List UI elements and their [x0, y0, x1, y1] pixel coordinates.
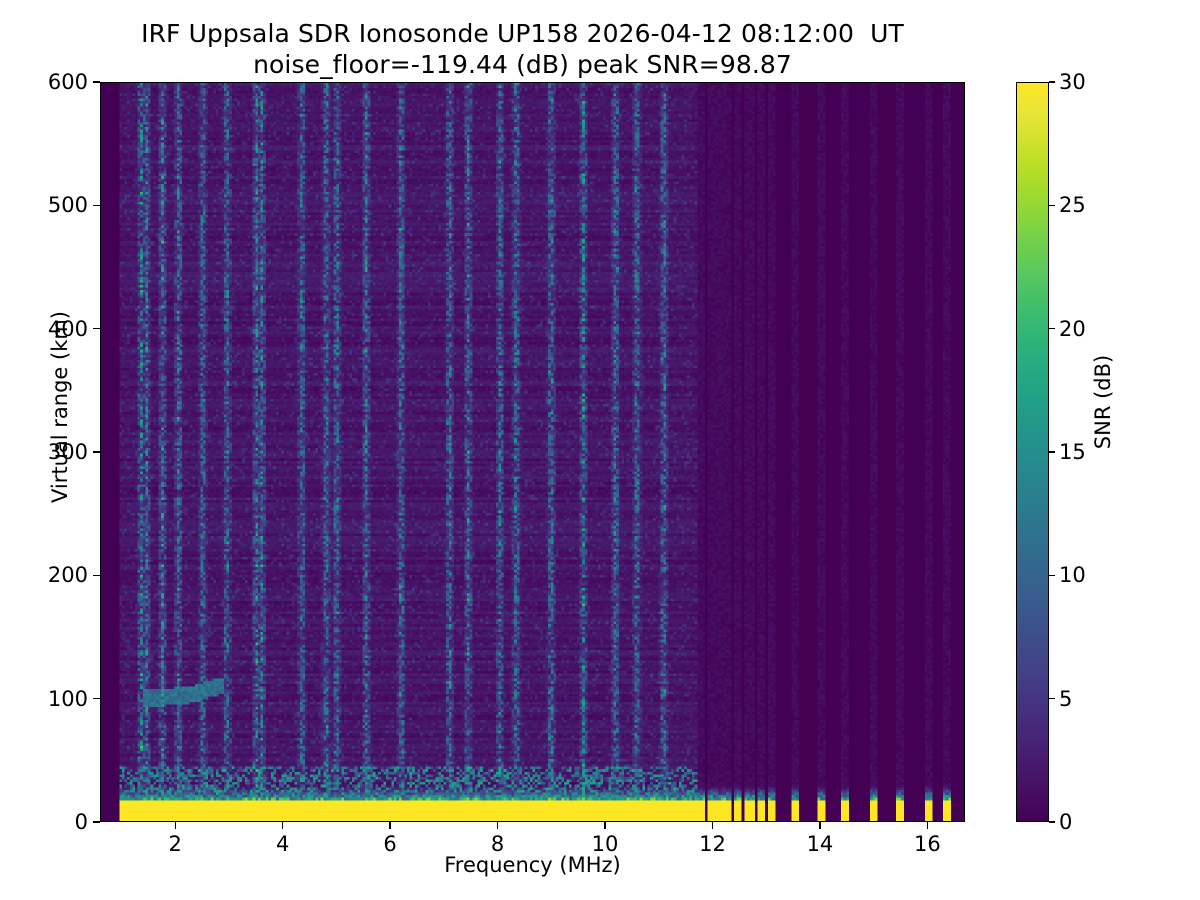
x-tick-label-6: 6 [383, 832, 397, 856]
y-tick-label-400: 400 [47, 316, 88, 341]
colorbar-tick-mark-0 [1049, 821, 1055, 823]
y-axis-label: Virtual range (km) [48, 310, 72, 504]
ionogram-canvas [101, 83, 964, 821]
y-tick-label-300: 300 [47, 440, 88, 464]
y-tick-mark-0 [93, 821, 100, 823]
colorbar-tick-label-0: 0 [1059, 810, 1073, 834]
y-tick-mark-100 [93, 697, 100, 700]
y-tick-label-0: 0 [74, 810, 88, 834]
colorbar-label: SNR (dB) [1091, 354, 1115, 450]
x-tick-mark-16 [926, 822, 929, 829]
ionogram-plot-area[interactable] [100, 82, 965, 822]
y-tick-mark-500 [93, 204, 100, 207]
x-tick-label-14: 14 [806, 832, 834, 856]
x-tick-label-2: 2 [168, 832, 182, 856]
x-tick-mark-2 [174, 822, 176, 829]
ionogram-heatmap [101, 83, 964, 821]
y-tick-mark-400 [93, 327, 100, 330]
x-tick-mark-12 [711, 822, 714, 829]
y-tick-label-200: 200 [47, 563, 88, 588]
x-tick-label-8: 8 [490, 832, 505, 856]
colorbar-tick-label-20: 20 [1059, 316, 1086, 341]
y-tick-label-600: 600 [47, 70, 88, 94]
colorbar-tick-mark-10 [1049, 574, 1055, 577]
colorbar-tick-mark-5 [1049, 697, 1055, 700]
title-line-2: noise_floor=-119.44 (dB) peak SNR=98.87 [253, 50, 792, 79]
y-tick-mark-300 [93, 451, 100, 453]
x-tick-label-16: 16 [914, 832, 941, 856]
colorbar-tick-label-5: 5 [1059, 686, 1073, 711]
y-tick-mark-200 [93, 574, 100, 577]
x-tick-label-10: 10 [591, 832, 619, 856]
y-tick-mark-600 [93, 81, 100, 83]
x-tick-label-4: 4 [275, 832, 290, 856]
colorbar-tick-label-30: 30 [1059, 70, 1086, 94]
x-axis-label: Frequency (MHz) [444, 853, 621, 877]
x-tick-mark-10 [604, 822, 606, 829]
x-tick-label-12: 12 [699, 832, 726, 856]
figure-title: IRF Uppsala SDR Ionosonde UP158 2026-04-… [0, 18, 1045, 80]
colorbar-tick-label-25: 25 [1059, 193, 1086, 218]
title-line-1: IRF Uppsala SDR Ionosonde UP158 2026-04-… [141, 19, 904, 48]
colorbar-tick-label-15: 15 [1059, 440, 1086, 464]
colorbar-tick-mark-30 [1049, 81, 1055, 83]
y-tick-label-100: 100 [47, 686, 88, 711]
colorbar-tick-mark-25 [1049, 204, 1055, 207]
x-tick-mark-6 [389, 822, 391, 829]
x-tick-mark-4 [281, 822, 284, 829]
x-tick-mark-8 [496, 822, 499, 829]
colorbar[interactable] [1016, 82, 1049, 822]
x-tick-mark-14 [819, 822, 821, 829]
colorbar-tick-label-10: 10 [1059, 563, 1086, 588]
colorbar-tick-mark-15 [1049, 451, 1055, 453]
colorbar-gradient [1017, 83, 1048, 821]
y-tick-label-500: 500 [47, 193, 88, 218]
colorbar-tick-mark-20 [1049, 327, 1055, 330]
